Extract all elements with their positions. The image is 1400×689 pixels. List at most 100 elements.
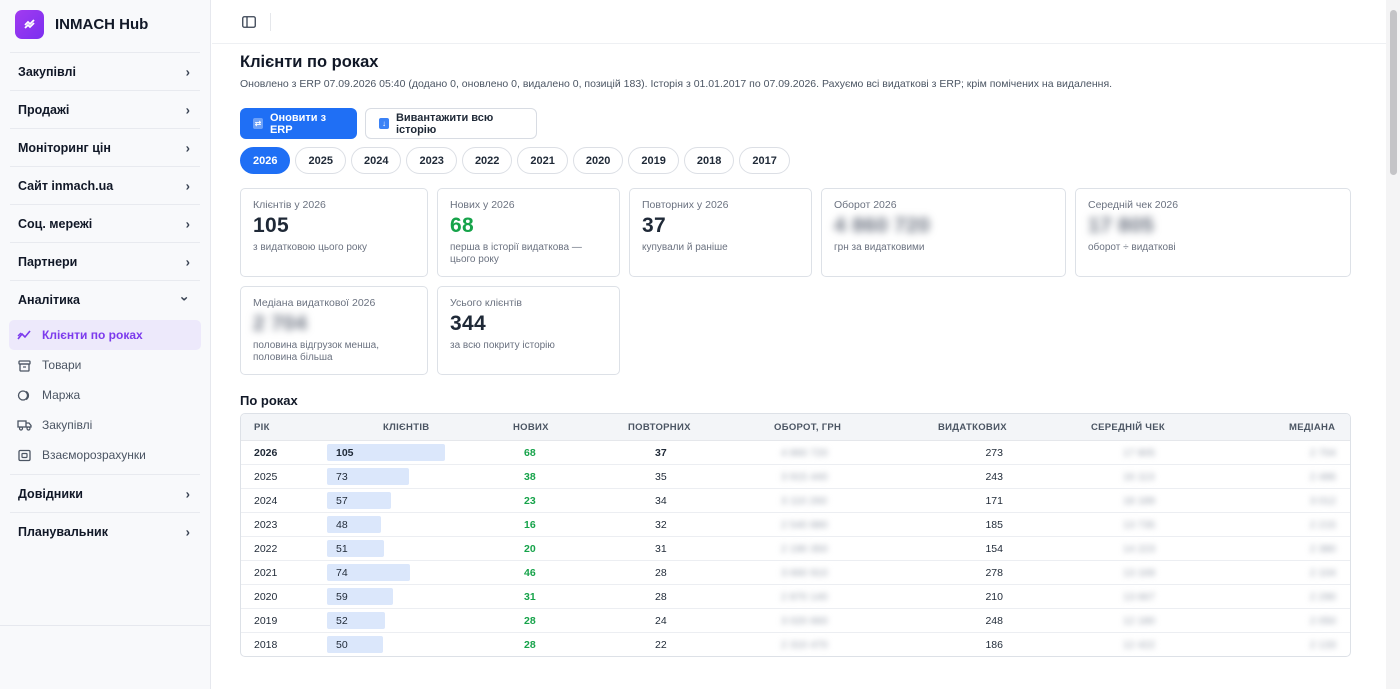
sidebar-item-2[interactable]: Моніторинг цін › [10, 128, 200, 166]
table-row[interactable]: 2026 105 68 37 4 860 720 273 17 805 2 704 [241, 441, 1350, 465]
table-row[interactable]: 2022 51 20 31 2 190 350 154 14 223 2 380 [241, 537, 1350, 561]
kpi-label: Медіана видаткової 2026 [253, 297, 376, 309]
cell-year: 2024 [254, 495, 278, 507]
cell-turnover: 3 660 910 [781, 567, 828, 579]
sidebar-item-4[interactable]: Соц. мережі › [10, 204, 200, 242]
year-pill-2019[interactable]: 2019 [628, 147, 679, 174]
kpi-card-turnover: Оборот 2026 4 860 720 грн за видатковими [821, 188, 1066, 277]
chevron-right-icon: › [185, 486, 190, 501]
table-row[interactable]: 2024 57 23 34 3 110 260 171 18 189 3 012 [241, 489, 1350, 513]
kpi-label: Повторних у 2026 [642, 199, 729, 211]
chevron-right-icon: › [185, 64, 190, 79]
cell-turnover: 3 110 260 [781, 495, 827, 507]
col-year[interactable]: РІК [254, 422, 270, 433]
cell-repeat: 37 [655, 447, 667, 459]
sidebar-item-8[interactable]: Планувальник › [10, 512, 200, 550]
clients-bar [327, 636, 383, 653]
cell-median: 2 050 [1309, 615, 1336, 627]
col-clients[interactable]: КЛІЄНТІВ [383, 422, 430, 433]
app-logo-icon [15, 9, 44, 39]
clients-bar [327, 492, 391, 509]
table-row[interactable]: 2025 73 38 35 3 915 440 243 16 113 2 486 [241, 465, 1350, 489]
col-turnover[interactable]: ОБОРОТ, ГРН [774, 422, 842, 433]
submenu-item-2[interactable]: Маржа [9, 380, 201, 410]
sidebar-item-1[interactable]: Продажі › [10, 90, 200, 128]
cell-avg-check: 17 805 [1123, 447, 1156, 459]
cell-invoices: 171 [985, 495, 1003, 507]
col-new[interactable]: НОВИХ [513, 422, 549, 433]
cell-median: 2 133 [1309, 639, 1336, 651]
kpi-label: Нових у 2026 [450, 199, 515, 211]
table-row[interactable]: 2023 48 16 32 2 540 880 185 13 735 2 215 [241, 513, 1350, 537]
year-pill-2020[interactable]: 2020 [572, 147, 624, 174]
scrollbar-thumb[interactable] [1390, 10, 1397, 175]
sidebar-item-label: Продажі [18, 102, 70, 117]
table-row[interactable]: 2021 74 46 28 3 660 910 278 13 169 2 104 [241, 561, 1350, 585]
table-row[interactable]: 2018 50 28 22 2 310 470 186 12 422 2 133 [241, 633, 1350, 656]
cell-year: 2022 [254, 543, 278, 555]
topbar-divider [270, 12, 271, 31]
clients-bar [327, 540, 384, 557]
year-pill-2022[interactable]: 2022 [461, 147, 513, 174]
kpi-desc: перша в історії видаткова — цього року [450, 242, 582, 265]
year-pill-2024[interactable]: 2024 [350, 147, 402, 174]
sidebar-item-label: Соц. мережі [18, 216, 93, 231]
clients-bar [327, 444, 445, 461]
kpi-value: 17 805 [1088, 214, 1155, 237]
year-pill-2026[interactable]: 2026 [240, 147, 291, 174]
year-filter: 2026 2025 2024 2023 2022 2021 2020 2019 2018 2017 [240, 147, 795, 174]
analytics-submenu: Клієнти по роках Товари Маржа Закупівлі Взає… [0, 318, 210, 474]
year-pill-2023[interactable]: 2023 [406, 147, 457, 174]
submenu-item-label: Товари [42, 358, 82, 372]
cell-clients: 48 [336, 519, 348, 531]
year-pill-2017[interactable]: 2017 [739, 147, 790, 174]
table-row[interactable]: 2019 52 28 24 3 020 660 248 12 180 2 050 [241, 609, 1350, 633]
sidebar-item-5[interactable]: Партнери › [10, 242, 200, 280]
cell-new: 38 [524, 471, 536, 483]
download-history-button[interactable]: ↓ Вивантажити всю історію [365, 108, 537, 139]
col-median[interactable]: МЕДІАНА [1289, 422, 1336, 433]
sidebar-item-0[interactable]: Закупівлі › [10, 52, 200, 90]
year-pill-2018[interactable]: 2018 [683, 147, 735, 174]
submenu-item-3[interactable]: Закупівлі [9, 410, 201, 440]
page-scrollbar[interactable] [1386, 0, 1400, 689]
submenu-item-label: Закупівлі [42, 418, 93, 432]
kpi-value: 105 [253, 214, 289, 237]
submenu-item-1[interactable]: Товари [9, 350, 201, 380]
box-icon [16, 357, 32, 373]
sidebar-item-label: Сайт inmach.ua [18, 178, 114, 193]
cell-avg-check: 13 735 [1123, 519, 1156, 531]
sidebar-item-3[interactable]: Сайт inmach.ua › [10, 166, 200, 204]
sidebar-item-6[interactable]: Аналітика ⌄ [10, 280, 200, 318]
table-row[interactable]: 2020 59 31 28 2 870 140 210 13 667 2 290 [241, 585, 1350, 609]
col-repeat[interactable]: ПОВТОРНИХ [628, 422, 691, 433]
brand[interactable]: INMACH Hub [0, 0, 210, 48]
kpi-card-repeat: Повторних у 2026 37 купували й раніше [629, 188, 812, 277]
cell-avg-check: 16 113 [1123, 471, 1155, 483]
cell-median: 2 290 [1309, 591, 1336, 603]
cell-new: 68 [524, 447, 536, 459]
years-table: РІК КЛІЄНТІВ НОВИХ ПОВТОРНИХ ОБОРОТ, ГРН… [240, 413, 1351, 657]
cell-invoices: 154 [985, 543, 1003, 555]
cell-avg-check: 18 189 [1123, 495, 1156, 507]
clients-bar [327, 468, 409, 485]
sidebar-item-7[interactable]: Довідники › [10, 474, 200, 512]
chevron-right-icon: › [185, 140, 190, 155]
cell-clients: 74 [336, 567, 348, 579]
sidebar-toggle-button[interactable] [238, 11, 260, 33]
submenu-item-0[interactable]: Клієнти по роках [9, 320, 201, 350]
page-title: Клієнти по роках [240, 53, 379, 71]
cell-year: 2026 [254, 447, 278, 459]
submenu-item-4[interactable]: Взаєморозрахунки [9, 440, 201, 470]
col-avg-check[interactable]: СЕРЕДНІЙ ЧЕК [1091, 422, 1166, 433]
year-pill-2025[interactable]: 2025 [295, 147, 346, 174]
sidebar-item-label: Моніторинг цін [18, 140, 111, 155]
refresh-erp-button[interactable]: ⇄ Оновити з ERP [240, 108, 357, 139]
app-name: INMACH Hub [55, 15, 149, 33]
cell-median: 2 380 [1309, 543, 1336, 555]
kpi-desc: грн за видатковими [834, 242, 925, 253]
year-pill-2021[interactable]: 2021 [517, 147, 568, 174]
col-invoices[interactable]: ВИДАТКОВИХ [938, 422, 1007, 433]
cell-clients: 50 [336, 639, 348, 651]
cell-avg-check: 12 422 [1123, 639, 1156, 651]
